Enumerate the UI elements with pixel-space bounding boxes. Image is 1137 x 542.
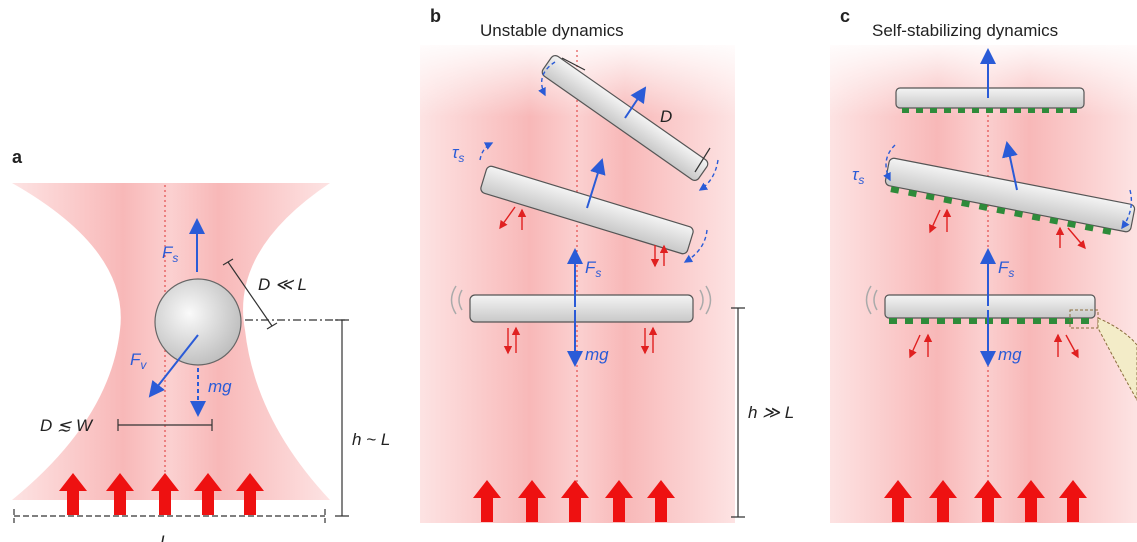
- text-part: s: [172, 251, 178, 265]
- weight-label: mg: [208, 377, 232, 396]
- plate: [885, 295, 1095, 318]
- plate: [470, 295, 693, 322]
- text-part: s: [1008, 266, 1014, 280]
- size-label: D: [660, 107, 672, 126]
- text-part: s: [595, 266, 601, 280]
- panel-title: Self-stabilizing dynamics: [872, 21, 1058, 40]
- text-part: s: [858, 173, 864, 187]
- height-label: h ≫ L: [748, 403, 794, 422]
- text-part: s: [458, 151, 464, 165]
- panel-title: Unstable dynamics: [480, 21, 624, 40]
- text-part: v: [140, 358, 147, 372]
- base-label: L: [160, 532, 169, 542]
- panel-label: c: [840, 6, 850, 26]
- sphere: [155, 279, 241, 365]
- plate: [896, 88, 1084, 108]
- weight-label: mg: [998, 345, 1022, 364]
- height-label: h ~ L: [352, 430, 390, 449]
- size-label: D ≪ L: [258, 275, 307, 294]
- width-label: D ≲ W: [40, 416, 94, 435]
- figure: a Fs Fv mg D ≪ L h ~ L D ≲ W L b Unstabl…: [0, 0, 1137, 542]
- panel-label: b: [430, 6, 441, 26]
- weight-label: mg: [585, 345, 609, 364]
- panel-label: a: [12, 147, 23, 167]
- dimension: [335, 320, 349, 516]
- fade: [830, 45, 1137, 523]
